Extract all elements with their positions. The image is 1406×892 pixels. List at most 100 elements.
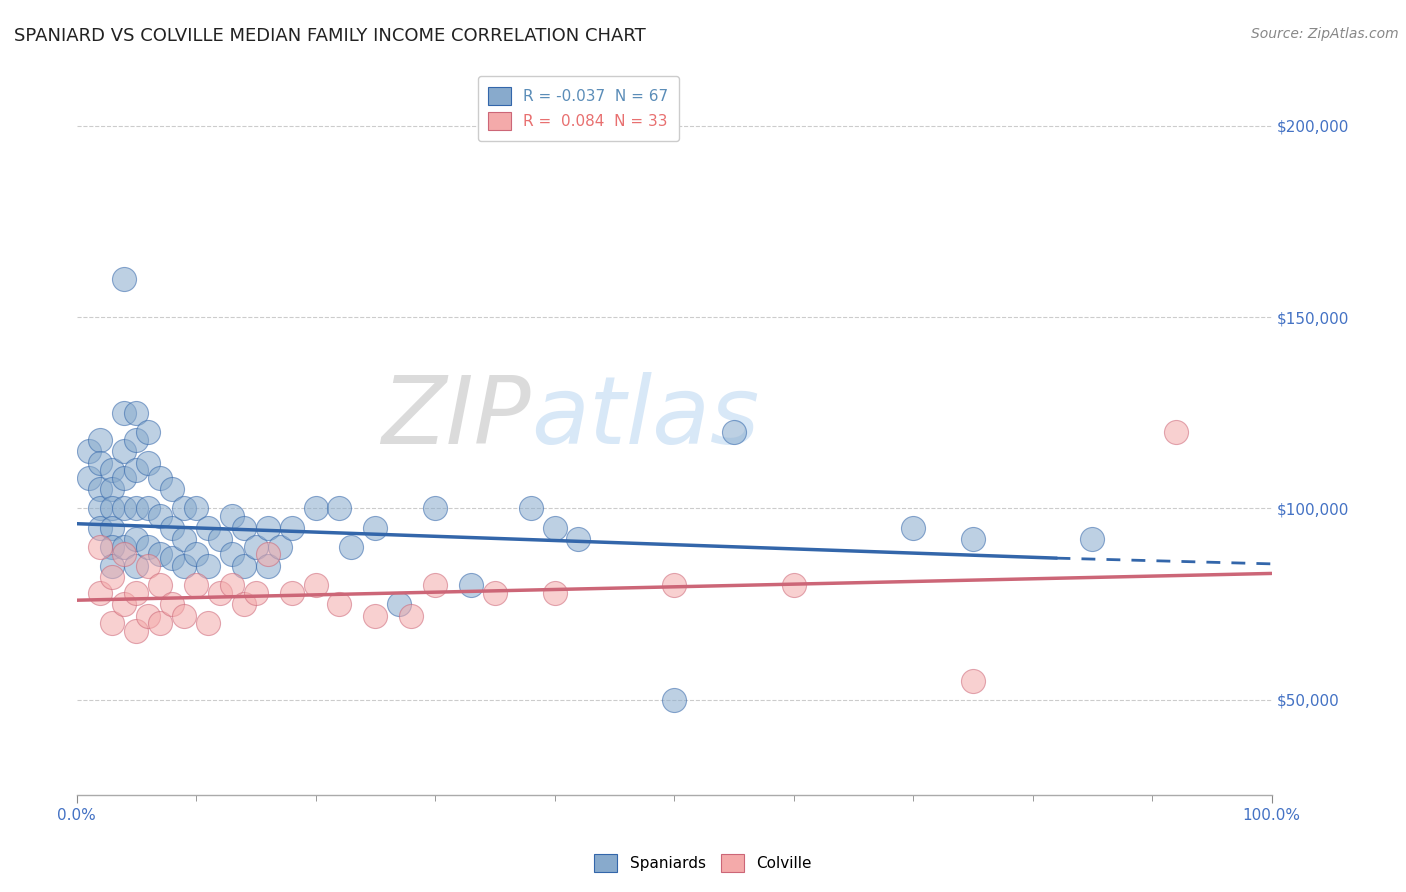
Point <box>160 483 183 497</box>
Point <box>112 471 135 485</box>
Point <box>543 585 565 599</box>
Point <box>1164 425 1187 439</box>
Point <box>184 578 207 592</box>
Point <box>245 585 267 599</box>
Point <box>149 578 172 592</box>
Point <box>125 532 148 546</box>
Point <box>112 597 135 611</box>
Point <box>112 272 135 286</box>
Point <box>962 532 984 546</box>
Point <box>77 471 100 485</box>
Point <box>423 578 446 592</box>
Point <box>543 520 565 534</box>
Text: atlas: atlas <box>530 372 759 463</box>
Point <box>89 540 111 554</box>
Point <box>364 608 387 623</box>
Point <box>208 585 231 599</box>
Point <box>423 501 446 516</box>
Point <box>256 520 278 534</box>
Point <box>197 616 219 631</box>
Point <box>328 501 350 516</box>
Point <box>112 547 135 561</box>
Point <box>173 532 195 546</box>
Point <box>112 501 135 516</box>
Point <box>364 520 387 534</box>
Point <box>149 547 172 561</box>
Legend: R = -0.037  N = 67, R =  0.084  N = 33: R = -0.037 N = 67, R = 0.084 N = 33 <box>478 76 679 141</box>
Point <box>125 406 148 420</box>
Point <box>160 597 183 611</box>
Point <box>136 425 159 439</box>
Point <box>567 532 589 546</box>
Point <box>340 540 363 554</box>
Point <box>173 501 195 516</box>
Point <box>101 463 124 477</box>
Point <box>173 608 195 623</box>
Point <box>149 471 172 485</box>
Point <box>232 597 254 611</box>
Point <box>125 501 148 516</box>
Point <box>89 433 111 447</box>
Point <box>136 501 159 516</box>
Point <box>184 547 207 561</box>
Point <box>269 540 291 554</box>
Legend: Spaniards, Colville: Spaniards, Colville <box>586 846 820 880</box>
Point <box>280 585 302 599</box>
Point <box>125 463 148 477</box>
Point <box>723 425 745 439</box>
Point <box>662 578 685 592</box>
Point <box>173 558 195 573</box>
Point <box>101 520 124 534</box>
Point <box>304 501 326 516</box>
Point <box>125 624 148 638</box>
Point <box>1081 532 1104 546</box>
Point <box>101 483 124 497</box>
Point <box>208 532 231 546</box>
Point <box>328 597 350 611</box>
Point <box>197 520 219 534</box>
Point <box>399 608 422 623</box>
Point <box>136 456 159 470</box>
Point <box>136 608 159 623</box>
Point <box>782 578 804 592</box>
Point <box>304 578 326 592</box>
Point <box>232 558 254 573</box>
Point <box>232 520 254 534</box>
Point <box>112 444 135 458</box>
Point <box>125 558 148 573</box>
Point <box>160 551 183 566</box>
Point <box>221 547 243 561</box>
Point <box>962 673 984 688</box>
Point <box>89 483 111 497</box>
Point <box>184 501 207 516</box>
Point <box>101 540 124 554</box>
Text: ZIP: ZIP <box>381 372 530 463</box>
Point <box>901 520 924 534</box>
Point <box>101 616 124 631</box>
Text: Source: ZipAtlas.com: Source: ZipAtlas.com <box>1251 27 1399 41</box>
Y-axis label: Median Family Income: Median Family Income <box>0 346 7 517</box>
Point <box>89 501 111 516</box>
Point <box>197 558 219 573</box>
Point <box>149 509 172 524</box>
Point <box>89 585 111 599</box>
Point <box>125 433 148 447</box>
Text: SPANIARD VS COLVILLE MEDIAN FAMILY INCOME CORRELATION CHART: SPANIARD VS COLVILLE MEDIAN FAMILY INCOM… <box>14 27 645 45</box>
Point <box>125 585 148 599</box>
Point <box>112 406 135 420</box>
Point <box>101 501 124 516</box>
Point <box>136 558 159 573</box>
Point <box>77 444 100 458</box>
Point <box>89 520 111 534</box>
Point <box>112 540 135 554</box>
Point <box>519 501 541 516</box>
Point <box>89 456 111 470</box>
Point <box>136 540 159 554</box>
Point <box>101 570 124 584</box>
Point <box>221 578 243 592</box>
Point <box>662 692 685 706</box>
Point <box>388 597 411 611</box>
Point <box>256 547 278 561</box>
Point <box>101 558 124 573</box>
Point <box>280 520 302 534</box>
